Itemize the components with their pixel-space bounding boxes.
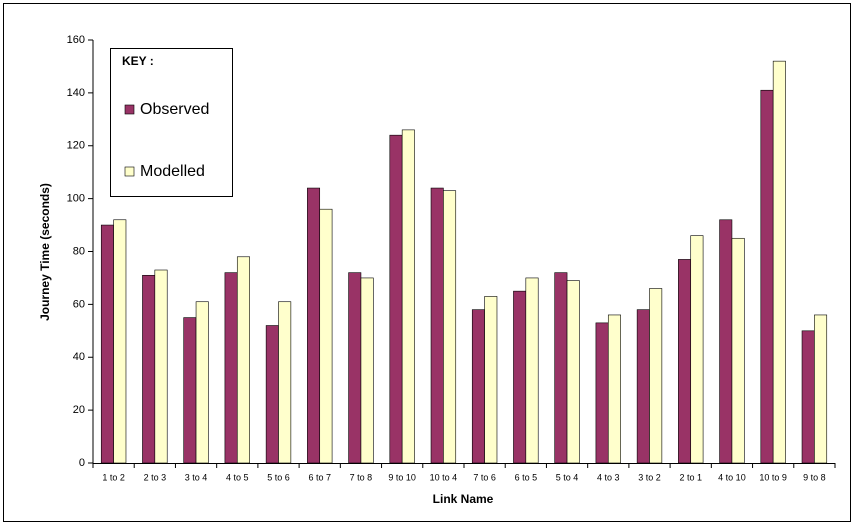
bar: [814, 314, 828, 464]
y-tick-label: 140: [67, 87, 85, 99]
bar: [265, 325, 279, 464]
x-tick-label: 2 to 3: [144, 472, 167, 482]
bar: [525, 277, 539, 464]
bar: [236, 256, 250, 464]
y-tick-label: 0: [79, 457, 85, 469]
bar: [443, 190, 457, 464]
y-axis-label: Journey Time (seconds): [38, 183, 52, 321]
bar: [113, 219, 127, 464]
legend-label: Observed: [140, 101, 209, 118]
bar: [100, 224, 114, 464]
bar: [278, 301, 292, 464]
bar: [142, 274, 156, 464]
bar: [183, 317, 197, 464]
y-tick-label: 40: [73, 351, 85, 363]
x-tick-label: 5 to 4: [556, 472, 579, 482]
x-tick-label: 5 to 6: [267, 472, 290, 482]
bar: [772, 60, 786, 464]
bar: [690, 235, 704, 464]
bar: [389, 134, 403, 464]
y-tick-label: 80: [73, 245, 85, 257]
x-tick-label: 3 to 4: [185, 472, 208, 482]
x-tick-label: 6 to 7: [308, 472, 331, 482]
y-tick-label: 100: [67, 193, 85, 205]
bar: [430, 187, 444, 464]
bar: [319, 208, 333, 464]
x-tick-label: 4 to 10: [718, 472, 746, 482]
legend-title: KEY :: [122, 54, 154, 68]
bar: [360, 277, 374, 464]
bar: [731, 237, 745, 464]
legend-swatch: [124, 166, 135, 177]
bar: [471, 309, 485, 464]
bar: [195, 301, 209, 464]
legend-swatch: [124, 104, 135, 115]
y-tick-label: 160: [67, 34, 85, 46]
x-tick-label: 4 to 3: [597, 472, 620, 482]
y-tick-label: 60: [73, 298, 85, 310]
x-tick-label: 4 to 5: [226, 472, 249, 482]
bar: [484, 296, 498, 464]
x-tick-label: 9 to 10: [388, 472, 416, 482]
bar: [224, 272, 238, 464]
bar: [607, 314, 621, 464]
x-axis-label: Link Name: [433, 492, 494, 506]
bar: [595, 322, 609, 464]
x-tick-label: 2 to 1: [679, 472, 702, 482]
x-tick-label: 7 to 8: [350, 472, 373, 482]
bar: [719, 219, 733, 464]
x-tick-label: 10 to 9: [759, 472, 787, 482]
bar: [513, 290, 527, 464]
y-tick-label: 20: [73, 404, 85, 416]
x-tick-label: 7 to 6: [473, 472, 496, 482]
bar: [154, 269, 168, 464]
bar: [636, 309, 650, 464]
bar: [678, 259, 692, 464]
bar: [760, 89, 774, 464]
x-tick-label: 1 to 2: [102, 472, 125, 482]
x-tick-label: 9 to 8: [803, 472, 826, 482]
x-tick-label: 3 to 2: [638, 472, 661, 482]
bar: [307, 187, 321, 464]
bar: [566, 280, 580, 464]
bar: [649, 288, 663, 464]
bar: [401, 129, 415, 464]
bar: [348, 272, 362, 464]
bar: [554, 272, 568, 464]
y-tick-label: 120: [67, 140, 85, 152]
bar: [801, 330, 815, 464]
legend-label: Modelled: [140, 163, 205, 180]
x-tick-label: 10 to 4: [430, 472, 458, 482]
x-tick-label: 6 to 5: [515, 472, 538, 482]
